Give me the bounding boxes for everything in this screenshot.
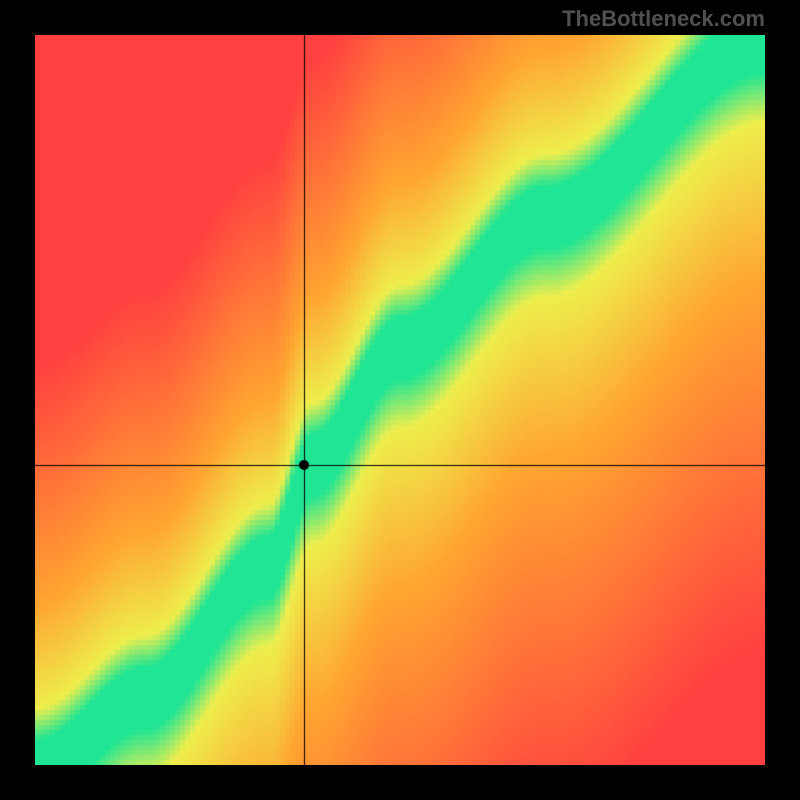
bottleneck-heatmap-container [35,35,765,765]
watermark-text: TheBottleneck.com [562,6,765,32]
bottleneck-heatmap [35,35,765,765]
